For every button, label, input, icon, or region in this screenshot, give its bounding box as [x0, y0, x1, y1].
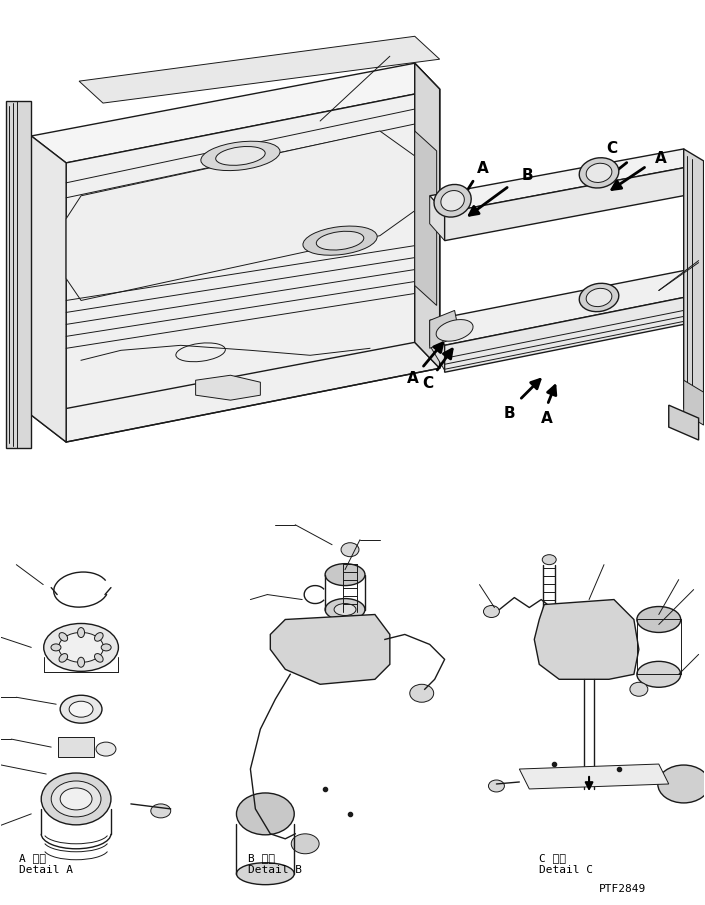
Ellipse shape [60, 695, 102, 723]
Polygon shape [415, 63, 440, 368]
Polygon shape [415, 131, 436, 306]
Ellipse shape [580, 157, 619, 188]
Text: PTF2849: PTF2849 [599, 883, 646, 893]
Ellipse shape [341, 543, 359, 557]
Polygon shape [534, 599, 639, 680]
Ellipse shape [59, 653, 68, 662]
Polygon shape [669, 405, 699, 440]
Text: B 詳細: B 詳細 [248, 853, 276, 862]
Text: C: C [422, 376, 434, 391]
Text: A: A [541, 411, 553, 425]
Polygon shape [31, 136, 66, 442]
Ellipse shape [334, 604, 356, 615]
Ellipse shape [580, 283, 619, 311]
Polygon shape [195, 376, 260, 400]
Polygon shape [429, 320, 445, 370]
Polygon shape [31, 63, 440, 163]
Text: Detail A: Detail A [19, 865, 73, 875]
Text: A: A [477, 161, 489, 176]
Polygon shape [520, 764, 669, 789]
Ellipse shape [236, 862, 294, 885]
Text: A: A [407, 371, 419, 386]
Ellipse shape [637, 662, 681, 687]
Ellipse shape [542, 555, 556, 565]
Text: C 詳細: C 詳細 [539, 853, 566, 862]
Ellipse shape [51, 644, 61, 651]
Polygon shape [429, 195, 445, 241]
Text: B: B [522, 168, 533, 184]
Ellipse shape [102, 644, 111, 651]
Ellipse shape [637, 606, 681, 633]
Ellipse shape [586, 163, 612, 183]
Ellipse shape [96, 742, 116, 756]
Ellipse shape [201, 141, 280, 171]
Polygon shape [79, 36, 440, 103]
Polygon shape [429, 271, 694, 346]
Ellipse shape [44, 624, 118, 672]
Text: A 詳細: A 詳細 [19, 853, 47, 862]
Ellipse shape [441, 191, 465, 211]
Polygon shape [429, 310, 460, 348]
Polygon shape [415, 63, 440, 368]
Polygon shape [445, 166, 694, 241]
Ellipse shape [434, 185, 471, 217]
Ellipse shape [94, 633, 103, 642]
Ellipse shape [69, 701, 93, 717]
Ellipse shape [94, 653, 103, 662]
Polygon shape [6, 101, 31, 448]
Ellipse shape [59, 633, 68, 642]
Ellipse shape [630, 682, 648, 696]
Ellipse shape [658, 765, 705, 803]
Ellipse shape [51, 781, 101, 817]
Text: Detail B: Detail B [248, 865, 302, 875]
Ellipse shape [291, 834, 319, 853]
Ellipse shape [303, 226, 377, 255]
Ellipse shape [484, 605, 499, 617]
Ellipse shape [317, 232, 364, 250]
Polygon shape [445, 296, 694, 372]
Polygon shape [684, 149, 704, 420]
Ellipse shape [325, 598, 365, 621]
Polygon shape [66, 131, 415, 300]
Text: A: A [655, 151, 667, 167]
Text: B: B [503, 405, 515, 421]
Ellipse shape [216, 147, 265, 166]
Polygon shape [429, 149, 694, 213]
Text: C: C [606, 141, 618, 157]
Text: Detail C: Detail C [539, 865, 594, 875]
Polygon shape [270, 614, 390, 684]
Ellipse shape [60, 788, 92, 810]
Ellipse shape [325, 564, 365, 586]
Ellipse shape [489, 780, 504, 792]
Polygon shape [684, 380, 704, 425]
Ellipse shape [78, 627, 85, 637]
Ellipse shape [436, 319, 473, 341]
Polygon shape [66, 89, 440, 442]
Ellipse shape [151, 804, 171, 818]
FancyBboxPatch shape [59, 738, 94, 757]
Ellipse shape [59, 633, 104, 662]
Ellipse shape [41, 773, 111, 824]
Ellipse shape [78, 657, 85, 667]
Ellipse shape [410, 684, 434, 702]
Ellipse shape [586, 289, 612, 307]
Ellipse shape [236, 793, 294, 834]
